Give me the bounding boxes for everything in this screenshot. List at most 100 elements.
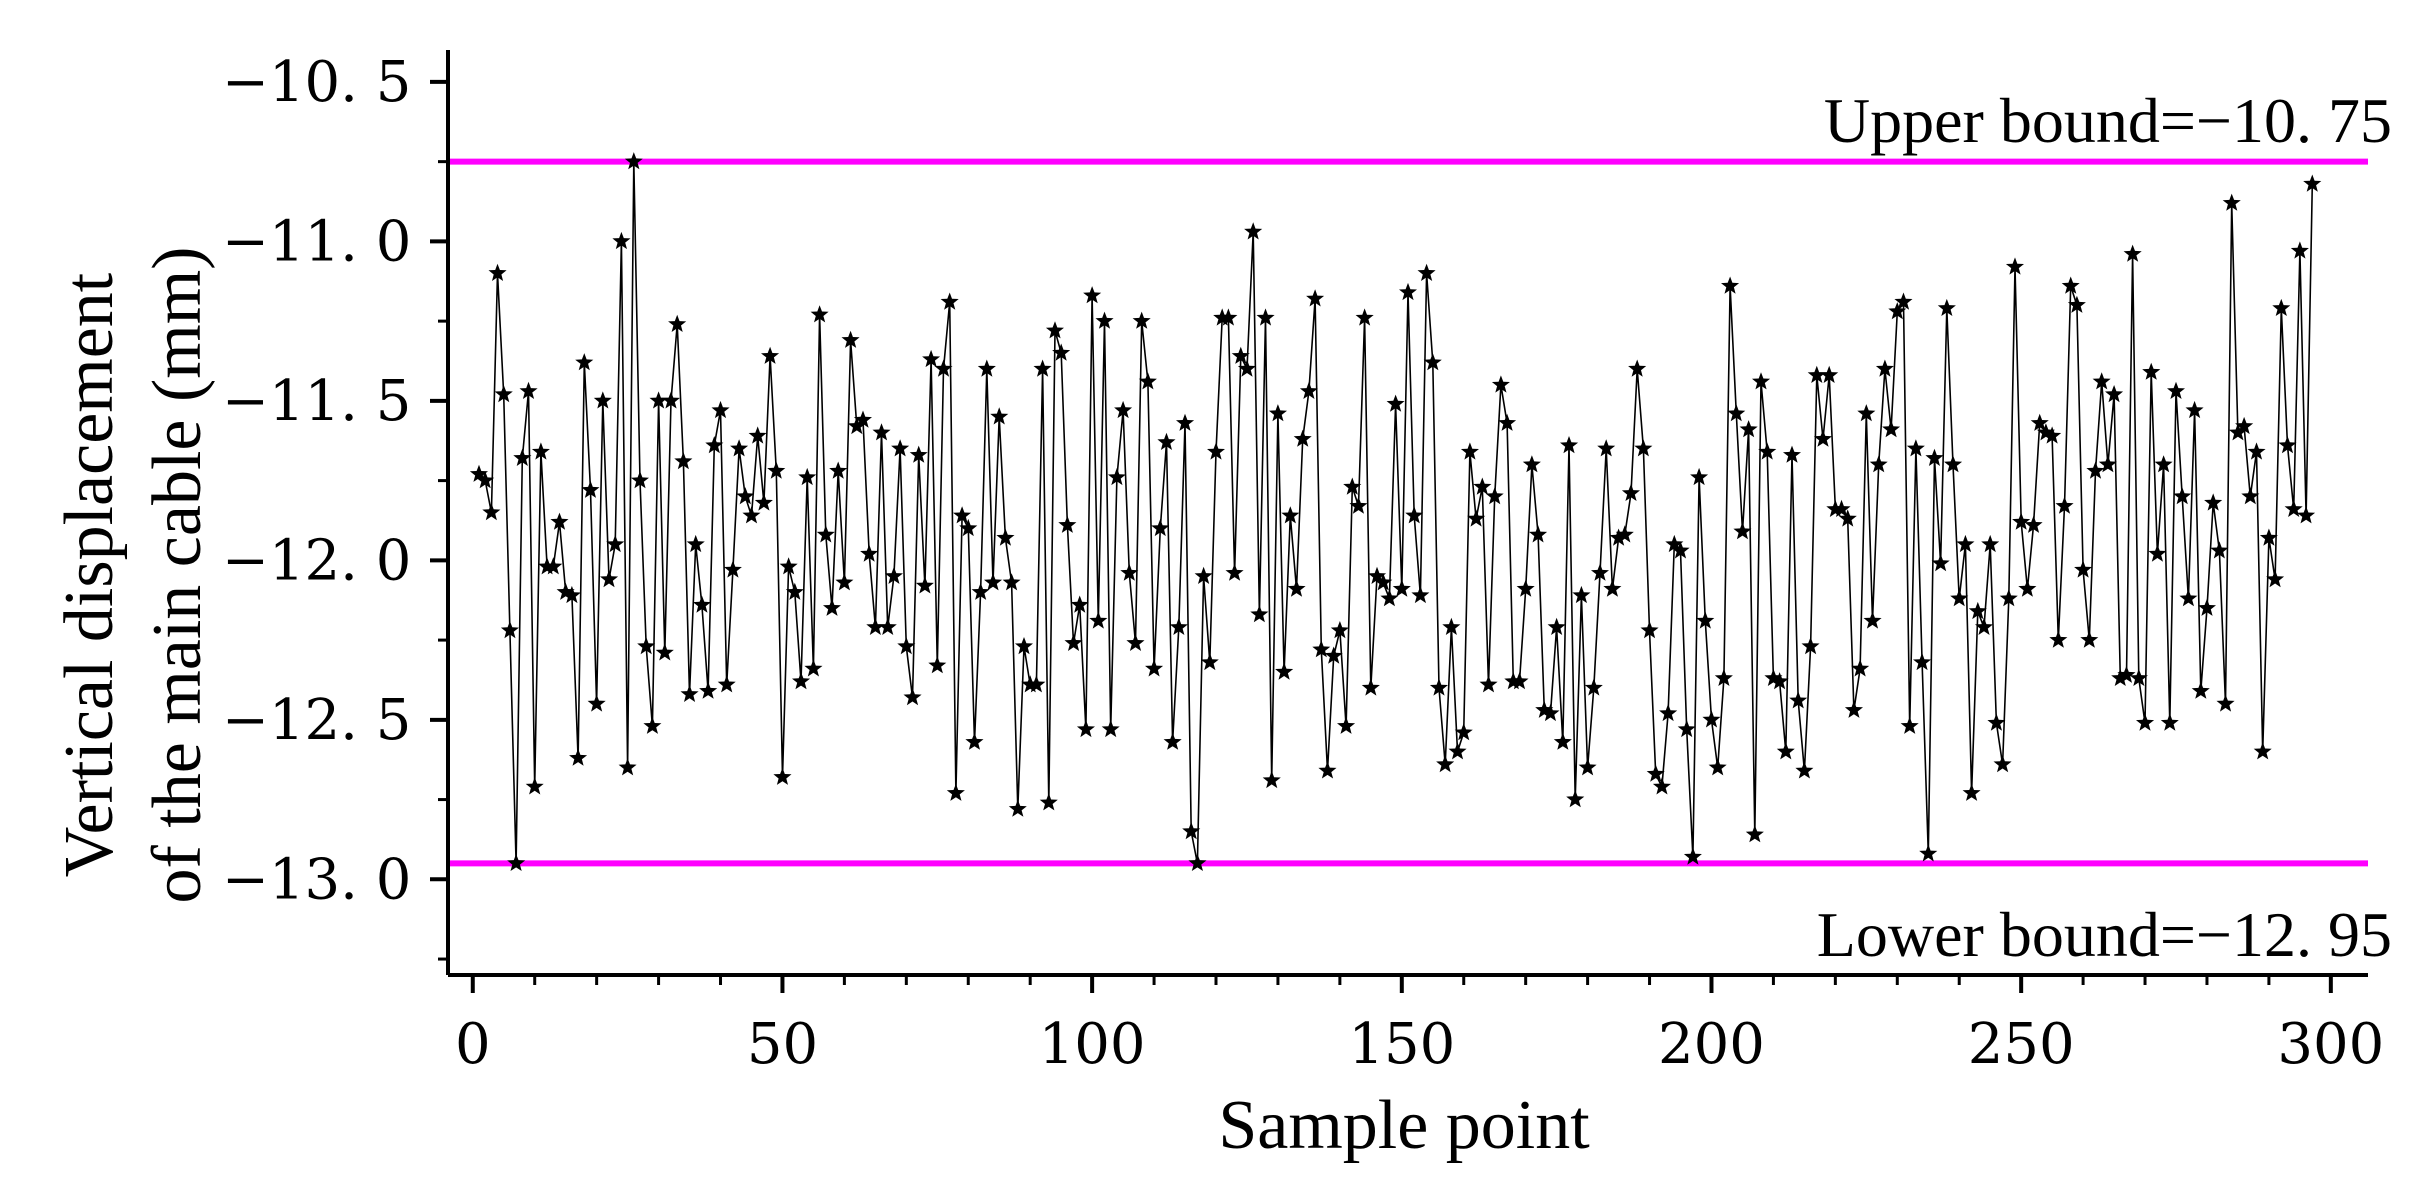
data-point [1968,601,1987,620]
data-point [1107,467,1126,486]
data-point [2142,362,2161,380]
data-point [829,461,848,479]
data-point [835,573,854,591]
data-point [2117,665,2136,683]
data-point [686,534,705,553]
data-point [2185,400,2204,419]
data-point [2210,541,2229,559]
data-point [798,467,817,486]
data-point [1708,758,1727,776]
data-point [2297,506,2316,524]
data-point [2030,413,2049,431]
data-point [2086,461,2105,479]
data-point [922,349,941,368]
data-point [692,595,711,613]
data-point [2247,442,2266,460]
data-point [878,617,897,635]
data-point [1683,847,1702,865]
data-point [736,487,755,505]
data-point [500,621,519,639]
data-point [1739,420,1758,438]
data-point [1343,477,1362,495]
data-point [1820,365,1839,383]
data-point [1411,585,1430,604]
data-point [1485,487,1504,505]
data-point [1442,617,1461,635]
data-point [1423,353,1442,371]
data-point [2061,276,2080,294]
data-point [2179,589,2198,607]
data-point [1975,617,1993,635]
data-point [1863,611,1882,629]
data-point [1615,525,1634,543]
data-point [612,231,631,250]
data-point [2235,416,2254,435]
y-tick-label: −11. 5 [222,369,411,434]
data-point [1733,522,1752,540]
data-point [1145,659,1164,677]
data-point [1869,455,1888,473]
data-point [761,346,780,364]
data-point [1002,573,1021,591]
data-point [649,391,668,409]
data-series [469,152,2322,871]
data-point [1176,413,1195,431]
data-point [2098,455,2117,473]
data-point [816,525,835,543]
data-point [1169,617,1188,635]
y-tick-label: −10. 5 [222,50,411,115]
x-tick-label: 250 [1968,1012,2075,1077]
data-point [810,305,829,323]
data-point [562,585,581,604]
data-point [1262,770,1281,789]
data-point [1603,579,1622,597]
data-point [2284,499,2303,517]
data-point [1027,675,1046,693]
data-point [1888,302,1907,320]
data-point [1937,298,1956,316]
data-point [1560,436,1579,454]
data-point [1033,359,1052,377]
data-point [841,330,860,348]
data-point [1727,404,1746,422]
data-point [1807,365,1826,383]
data-point [1956,534,1975,553]
data-point [1801,637,1820,655]
data-point [1399,282,1417,301]
data-point [742,506,761,524]
data-point [1237,359,1256,377]
data-point [1417,263,1436,281]
data-point [1770,672,1789,690]
data-point [488,263,507,281]
y-tick-label: −12. 0 [222,528,411,593]
data-point [1640,621,1659,639]
data-point [959,518,978,537]
upper-bound-label: Upper bound=−10. 75 [1824,85,2392,156]
data-point [569,748,588,766]
data-point [2129,668,2148,686]
data-point [773,767,792,785]
data-point [2092,372,2111,390]
data-point [779,557,798,575]
data-point [1962,783,1981,801]
data-point [1944,455,1963,473]
data-point [1188,853,1207,871]
data-point [1337,716,1356,734]
data-point [792,672,811,690]
data-point [513,448,532,466]
data-point [754,493,773,511]
data-point [2080,630,2099,648]
data-point [2055,496,2074,514]
data-point [1064,633,1083,651]
data-point [1101,719,1120,738]
data-point [1535,700,1554,718]
data-point [1287,579,1306,597]
data-point [1151,518,1170,537]
data-point [1231,346,1250,364]
data-point [1844,700,1863,718]
x-tick-label: 300 [2277,1012,2384,1077]
data-point [977,359,996,377]
data-point [990,407,1009,425]
data-point [1460,442,1479,460]
data-point [587,694,606,712]
